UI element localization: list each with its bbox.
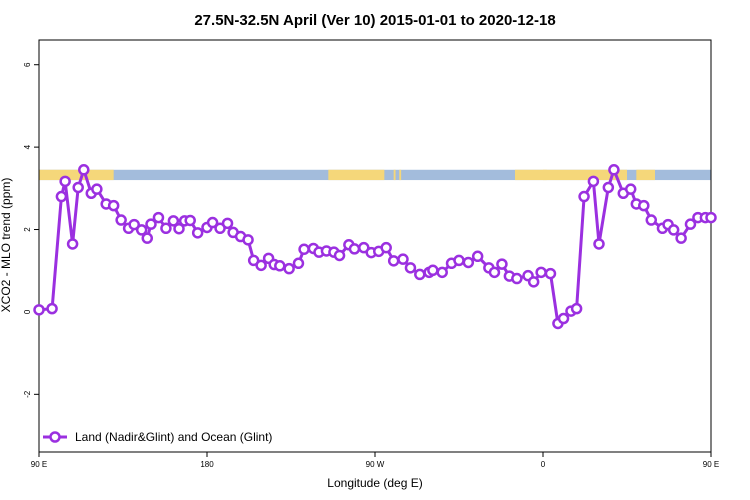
data-point <box>66 238 79 250</box>
series-layer <box>33 164 717 330</box>
data-point <box>274 260 286 272</box>
x-tick-label: 90 W <box>366 460 385 469</box>
data-point <box>184 214 196 227</box>
data-point <box>593 238 605 250</box>
data-point <box>59 175 71 188</box>
x-axis-label: Longitude (deg E) <box>327 476 422 490</box>
legend: Land (Nadir&Glint) and Ocean (Glint) <box>43 430 272 444</box>
data-point <box>107 199 120 212</box>
legend-marker-swatch <box>49 431 61 443</box>
data-point <box>397 253 409 265</box>
data-point <box>380 241 392 254</box>
data-point <box>292 257 305 270</box>
data-point <box>638 199 650 212</box>
data-point <box>283 262 295 275</box>
data-point <box>247 254 260 267</box>
land-band-segment <box>608 169 613 181</box>
y-tick-label: 6 <box>23 62 32 67</box>
data-point <box>414 268 426 281</box>
axes: 90 E 180 90 W 0 90 E -2 0 2 4 6 <box>23 62 719 469</box>
surface-band <box>39 169 711 181</box>
data-point <box>33 304 45 316</box>
land-band-segment <box>636 169 655 181</box>
data-point <box>705 211 717 224</box>
data-point <box>145 218 157 230</box>
data-point <box>128 218 140 231</box>
data-point <box>667 224 680 236</box>
data-point <box>570 302 583 315</box>
data-point <box>55 190 68 203</box>
data-point <box>152 211 165 224</box>
data-point <box>348 243 361 255</box>
data-point <box>427 264 439 277</box>
x-tick-label: 90 E <box>703 460 719 469</box>
data-point <box>255 259 267 272</box>
y-tick-label: 0 <box>23 309 32 314</box>
y-axis-label: XCO2 - MLO trend (ppm) <box>0 178 13 313</box>
data-point <box>191 227 204 239</box>
data-point <box>488 266 501 279</box>
data-point <box>167 215 180 227</box>
data-point <box>333 249 346 262</box>
data-point <box>387 255 400 267</box>
data-point <box>511 272 523 285</box>
data-point <box>173 222 185 235</box>
x-tick-label: 0 <box>541 460 546 469</box>
land-band-segment <box>328 169 385 181</box>
data-point <box>221 217 234 230</box>
data-point <box>535 266 547 279</box>
data-point <box>46 302 58 315</box>
data-point <box>557 312 570 325</box>
data-point <box>115 214 127 226</box>
data-point <box>587 175 600 188</box>
data-point <box>78 164 90 176</box>
data-point <box>608 164 620 176</box>
data-point <box>496 258 508 270</box>
data-point <box>645 214 658 226</box>
data-point <box>578 190 590 203</box>
data-point <box>462 256 475 269</box>
legend-label: Land (Nadir&Glint) and Ocean (Glint) <box>75 430 272 444</box>
data-point <box>298 243 310 256</box>
data-point <box>141 232 154 244</box>
data-point <box>404 262 417 274</box>
data-point <box>527 276 540 288</box>
land-band-segment <box>39 169 114 181</box>
data-point <box>544 267 557 280</box>
x-tick-label: 90 E <box>31 460 47 469</box>
y-tick-label: 4 <box>23 144 32 149</box>
land-band-segment <box>399 169 402 181</box>
land-band-segment <box>393 169 396 181</box>
y-tick-label: -2 <box>23 390 32 398</box>
data-point <box>602 181 615 194</box>
data-point <box>358 241 370 254</box>
data-point <box>471 250 484 263</box>
x-tick-label: 180 <box>200 460 214 469</box>
data-point <box>684 218 697 230</box>
data-point <box>160 222 172 235</box>
data-point <box>624 183 637 195</box>
data-point <box>214 222 226 235</box>
data-point <box>206 216 219 229</box>
data-point <box>675 232 687 244</box>
chart-title: 27.5N-32.5N April (Ver 10) 2015-01-01 to… <box>194 12 555 29</box>
data-point <box>72 181 84 194</box>
data-point <box>91 183 103 195</box>
data-point <box>135 224 148 236</box>
land-band-segment <box>515 169 627 181</box>
y-tick-label: 2 <box>23 227 32 232</box>
land-band-segment <box>543 169 547 181</box>
data-point <box>436 266 448 279</box>
data-point <box>242 234 254 246</box>
plot-frame <box>38 39 712 453</box>
data-point <box>453 254 465 267</box>
